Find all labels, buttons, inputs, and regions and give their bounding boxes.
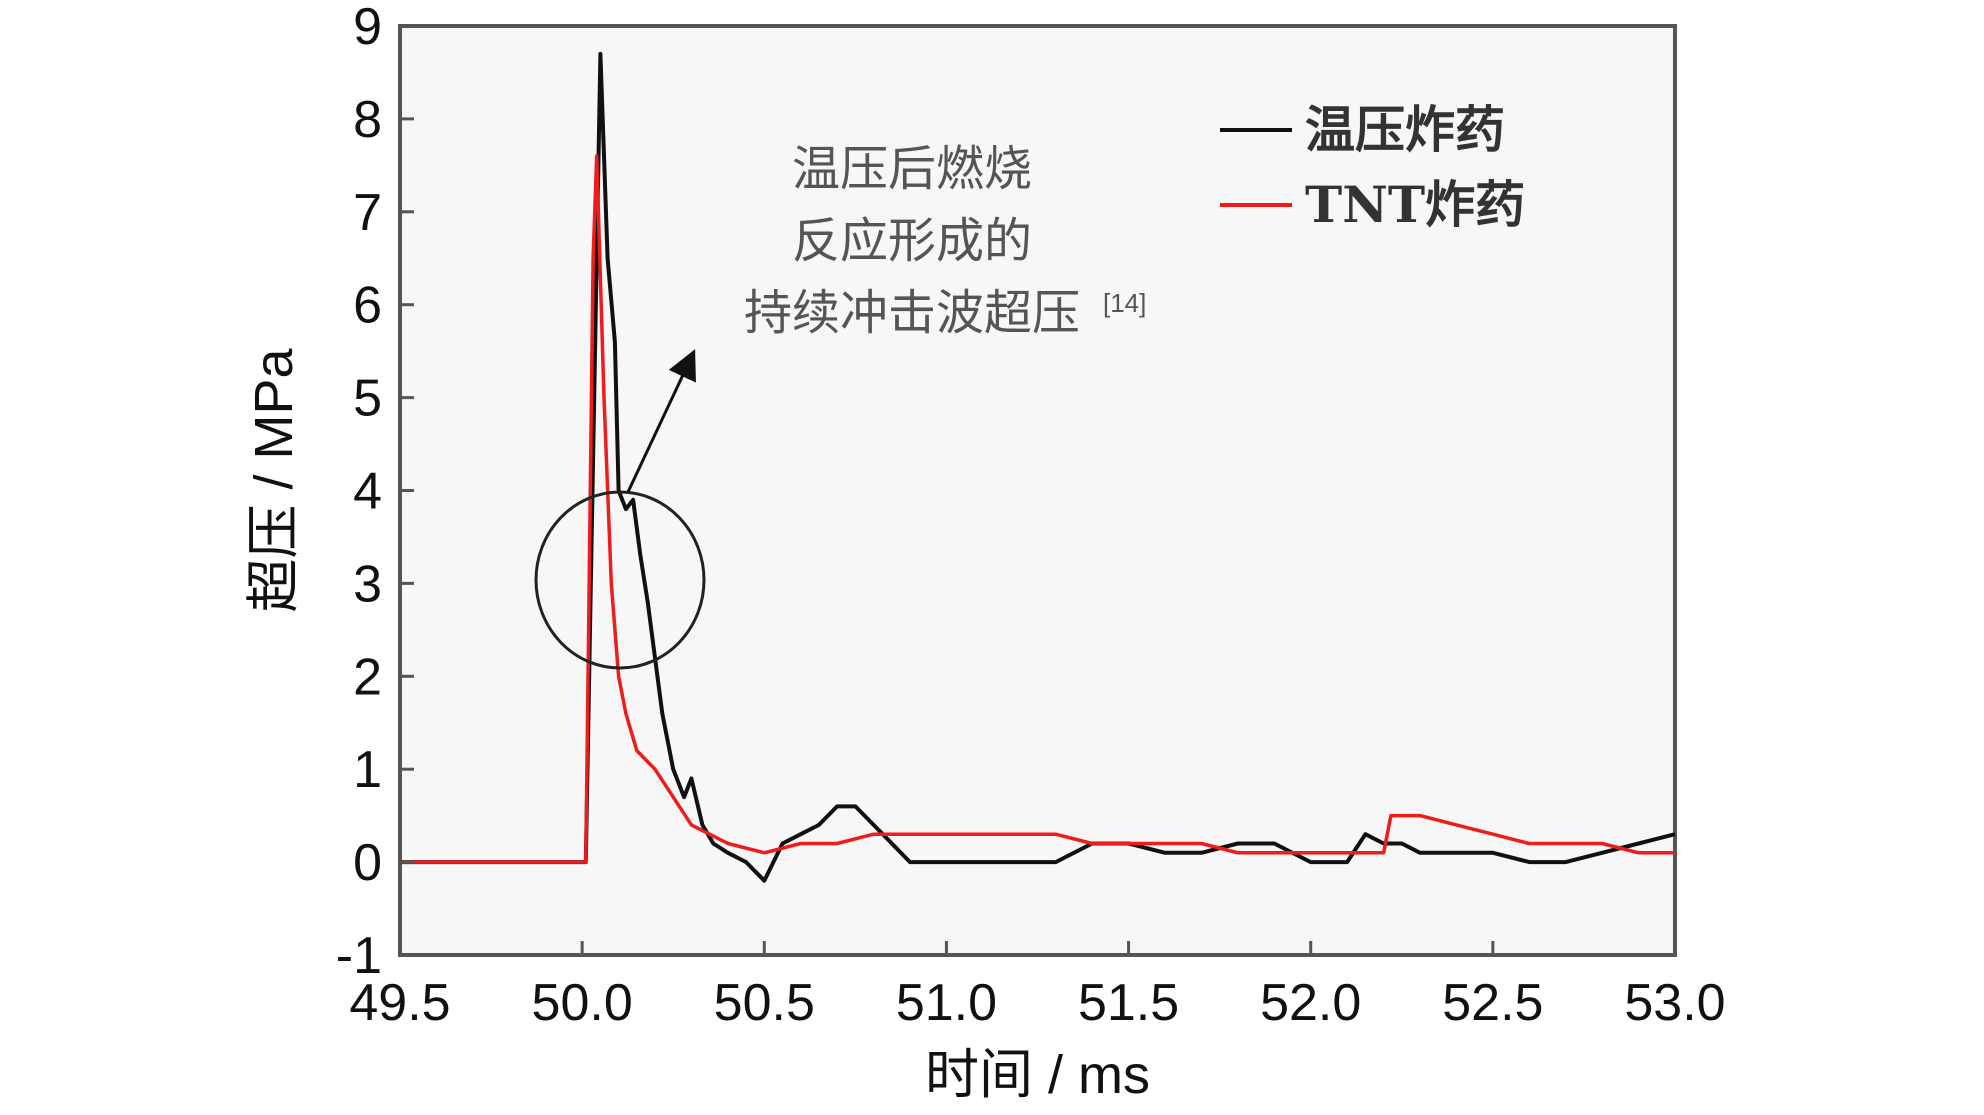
annotation-reference: [14]: [1103, 288, 1146, 318]
annotation-arrow: [626, 349, 696, 493]
y-tick-label: 5: [353, 370, 382, 428]
x-tick-label: 51.5: [1078, 974, 1179, 1032]
x-axis-title: 时间 / ms: [925, 1045, 1150, 1105]
series-line-tnt: [400, 154, 1675, 864]
y-tick-label: 1: [353, 741, 382, 799]
y-tick-label: 6: [353, 277, 382, 335]
y-tick-label: 9: [353, 0, 382, 56]
y-tick-label: 2: [353, 648, 382, 706]
y-tick-label: 0: [353, 834, 382, 892]
x-tick-label: 52.5: [1442, 974, 1543, 1032]
annotation-text-line: 持续冲击波超压: [744, 285, 1080, 341]
series-line-thermobaric: [400, 51, 1676, 883]
y-tick-label: 4: [353, 463, 382, 521]
x-tick-label: 53.0: [1624, 974, 1725, 1032]
y-axis-title: 超压 / MPa: [244, 348, 304, 613]
y-tick-label: 8: [353, 91, 382, 149]
x-tick-label: 50.5: [714, 974, 815, 1032]
y-tick-label: -1: [336, 927, 382, 985]
x-tick-label: 51.0: [896, 974, 997, 1032]
legend-label: TNT炸药: [1305, 175, 1525, 234]
y-tick-label: 7: [353, 184, 382, 242]
x-tick-label: 49.5: [349, 974, 450, 1032]
x-tick-label: 50.0: [532, 974, 633, 1032]
plot-area-frame: [398, 24, 1677, 957]
annotation-text-line: 温压后燃烧: [792, 141, 1032, 197]
annotation-text-line: 反应形成的: [792, 213, 1032, 269]
highlight-circle: [534, 490, 706, 670]
x-tick-label: 52.0: [1260, 974, 1361, 1032]
legend-label: 温压炸药: [1305, 100, 1505, 159]
y-tick-label: 3: [353, 555, 382, 613]
